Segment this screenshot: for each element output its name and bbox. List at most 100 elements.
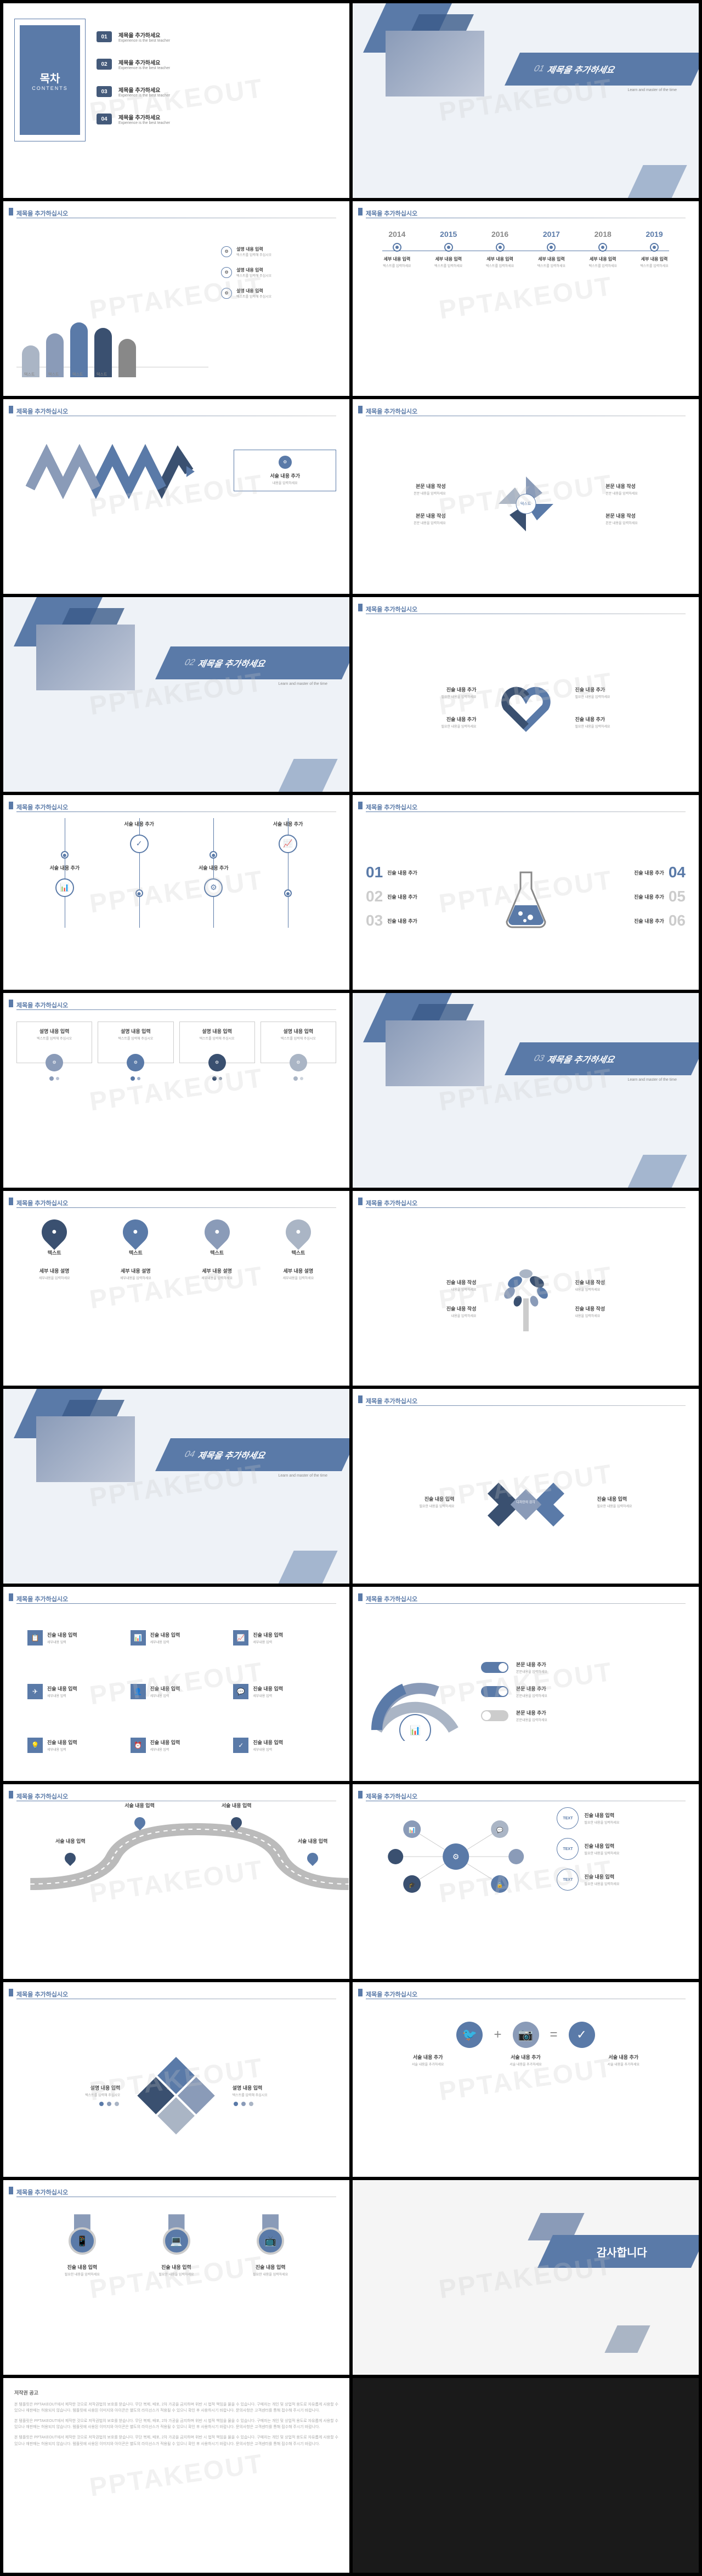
slide-medals: 제목을 추가하십시오 📱진술 내용 입력필요한 내용을 입력하세요💻진술 내용 … [3, 2180, 349, 2375]
map-pin: 서술 내용 입력 [134, 1817, 145, 1828]
flask-item: 03진술 내용 추가 [366, 912, 493, 929]
timeline-col: 2015세부 내용 입력텍스트를 입력하세요 [423, 230, 474, 268]
svg-text:📊: 📊 [410, 1725, 421, 1735]
medal-icon: 📱 [69, 2227, 96, 2255]
toc-items: 01제목을 추가하세요Experience is the best teache… [97, 31, 333, 140]
ribbon-cross: 디자인의 감각 [488, 1472, 564, 1532]
medal: 📺진술 내용 입력필요한 내용을 입력하세요 [227, 2214, 314, 2356]
copyright-title: 저작권 공고 [14, 2389, 338, 2397]
network-item: TEXT진술 내용 입력필요한 내용을 입력하세요 [557, 1807, 686, 1829]
timeline: 2014세부 내용 입력텍스트를 입력하세요2015세부 내용 입력텍스트를 입… [366, 224, 686, 274]
gear-icon: ⚙ [221, 246, 232, 257]
drop: ●텍스트 [179, 1219, 255, 1256]
svg-text:💬: 💬 [496, 1826, 503, 1834]
icon-grid-item: 💬진술 내용 입력세부내용 입력 [233, 1669, 325, 1715]
zigzag-shape [16, 444, 208, 499]
pin-icon [63, 1851, 78, 1866]
slide-pinwheel: 제목을 추가하십시오 본문 내용 작성 본문 내용을 입력하세요 본문 내용 작… [353, 399, 699, 594]
slide-cards4: 제목을 추가하십시오 설명 내용 입력텍스트를 입력해 주십시오⚙설명 내용 입… [3, 993, 349, 1188]
copyright-body: 본 템플릿은 PPTAKEOUT에서 제작한 것으로 저작권법의 보호를 받습니… [14, 2402, 338, 2414]
network-items: TEXT진술 내용 입력필요한 내용을 입력하세요TEXT진술 내용 입력필요한… [557, 1807, 686, 1971]
toggle[interactable] [481, 1710, 508, 1721]
grid-icon: 📈 [233, 1630, 248, 1646]
slide-vtimeline: 제목을 추가하십시오 📊서술 내용 추가●✓서술 내용 추가●⚙서술 내용 추가… [3, 795, 349, 990]
vtl-node-icon: 📈 [279, 835, 297, 853]
flask-item: 진술 내용 추가06 [559, 912, 686, 929]
legend-item: ⚙설명 내용 입력텍스트를 입력해 주십시오 [221, 246, 336, 257]
social-row: 🐦+📷=✓ [366, 2005, 686, 2048]
slide-arc: 제목을 추가하십시오 📊 본문 내용 추가본문내용을 입력하세요본문 내용 추가… [353, 1587, 699, 1781]
medal: 💻진술 내용 입력필요한 내용을 입력하세요 [133, 2214, 220, 2356]
slide-toc: 목차 CONTENTS 01제목을 추가하세요Experience is the… [3, 3, 349, 198]
card: 설명 내용 입력텍스트를 입력해 주십시오⚙ [98, 1022, 173, 1174]
svg-text:🎓: 🎓 [409, 1882, 415, 1888]
slide-section-01: 01 제목을 추가하세요 Learn and master of the tim… [353, 3, 699, 198]
grid-icon: ✓ [233, 1738, 248, 1753]
gear-icon: ⚙ [279, 456, 292, 469]
icon-grid-item: 📋진술 내용 입력세부내용 입력 [27, 1615, 120, 1661]
arc-chart: 📊 [366, 1670, 465, 1724]
slide-puzzle: 제목을 추가하십시오 설명 내용 입력 텍스트를 입력해 주십시오 설명 내용 … [3, 1982, 349, 2177]
legend-item: ⚙설명 내용 입력텍스트를 입력해 주십시오 [221, 267, 336, 278]
map-pin: 서술 내용 입력 [231, 1817, 242, 1828]
svg-text:⚙: ⚙ [452, 1852, 460, 1861]
grid-icon: 👤 [131, 1684, 146, 1699]
vtl-col: 📊서술 내용 추가● [27, 818, 102, 928]
section-title-bar: 01 제목을 추가하세요 [505, 53, 699, 86]
slide-zigzag: 제목을 추가하십시오 ⚙ 서술 내용 추가 내용을 입력하세요 PPTAKEOU… [3, 399, 349, 594]
toggle-row: 본문 내용 추가본문내용을 입력하세요 [481, 1709, 686, 1722]
timeline-col: 2019세부 내용 입력텍스트를 입력하세요 [629, 230, 680, 268]
medals-row: 📱진술 내용 입력필요한 내용을 입력하세요💻진술 내용 입력필요한 내용을 입… [16, 2203, 336, 2367]
flask-item: 01진술 내용 추가 [366, 864, 493, 881]
puzzle-shape [138, 2057, 215, 2134]
heart-shape [499, 683, 553, 732]
flask-icon [499, 867, 553, 933]
drop: ●텍스트 [261, 1219, 336, 1256]
card-icon: ⚙ [208, 1054, 226, 1071]
toc-box: 목차 CONTENTS [20, 25, 80, 135]
toggle[interactable] [481, 1686, 508, 1697]
vtl-node-icon: 📊 [55, 878, 74, 897]
slide-section-03: 03 제목을 추가하세요 Learn and master of the tim… [353, 993, 699, 1188]
toc-item: 03제목을 추가하세요Experience is the best teache… [97, 86, 333, 98]
medal-icon: 💻 [163, 2227, 190, 2255]
legend-item: ⚙설명 내용 입력텍스트를 입력해 주십시오 [221, 288, 336, 299]
toggle-row: 본문 내용 추가본문내용을 입력하세요 [481, 1661, 686, 1674]
grid-icon: 📊 [131, 1630, 146, 1646]
drop: ●텍스트 [98, 1219, 173, 1256]
vtl-col: ⚙서술 내용 추가● [177, 818, 251, 928]
slide-header: 제목을 추가하십시오 [16, 209, 68, 218]
pin-icon [132, 1815, 147, 1830]
drops-text-row: 세부 내용 설명세부내용을 입력하세요세부 내용 설명세부내용을 입력하세요세부… [16, 1262, 336, 1286]
slide-tree: 제목을 추가하십시오 진술 내용 작성 내용을 입력하세요 진술 내용 작성 내… [353, 1191, 699, 1386]
medal-icon: 📺 [257, 2227, 284, 2255]
grid-icon: 💡 [27, 1738, 43, 1753]
grid-icon: ✈ [27, 1684, 43, 1699]
grid-icon: ⏰ [131, 1738, 146, 1753]
map-pin: 서술 내용 입력 [65, 1853, 76, 1864]
slide-barchart: 제목을 추가하십시오 텍스트텍스트텍스트텍스트텍스트 ⚙설명 내용 입력텍스트를… [3, 201, 349, 396]
card: 설명 내용 입력텍스트를 입력해 주십시오⚙ [179, 1022, 255, 1174]
slide-grid: 목차 CONTENTS 01제목을 추가하세요Experience is the… [0, 0, 702, 2576]
drop: ●텍스트 [16, 1219, 92, 1256]
thankyou-bar: 감사합니다 [537, 2235, 699, 2268]
flask-left: 01진술 내용 추가02진술 내용 추가03진술 내용 추가 [366, 864, 493, 936]
map-pin: 서술 내용 입력 [307, 1853, 318, 1864]
svg-text:🔒: 🔒 [496, 1882, 503, 1888]
slide-flask: 제목을 추가하십시오 01진술 내용 추가02진술 내용 추가03진술 내용 추… [353, 795, 699, 990]
gear-icon: ⚙ [221, 288, 232, 299]
grid-icon: 📋 [27, 1630, 43, 1646]
icon-grid-item: 💡진술 내용 입력세부내용 입력 [27, 1722, 120, 1768]
toggle[interactable] [481, 1662, 508, 1673]
drop-icon: ● [52, 1227, 57, 1237]
icon-grid-item: ✓진술 내용 입력세부내용 입력 [233, 1722, 325, 1768]
slide-road: 제목을 추가하십시오 서술 내용 입력서술 내용 입력서술 내용 입력서술 내용… [3, 1784, 349, 1979]
vtl-node-icon: ✓ [130, 835, 149, 853]
flask-item: 진술 내용 추가04 [559, 864, 686, 881]
road-map: 서술 내용 입력서술 내용 입력서술 내용 입력서술 내용 입력 [16, 1807, 349, 1906]
icon-grid: 📋진술 내용 입력세부내용 입력📊진술 내용 입력세부내용 입력📈진술 내용 입… [16, 1610, 336, 1774]
timeline-col: 2016세부 내용 입력텍스트를 입력하세요 [474, 230, 526, 268]
flask-right: 진술 내용 추가04진술 내용 추가05진술 내용 추가06 [559, 864, 686, 936]
medal: 📱진술 내용 입력필요한 내용을 입력하세요 [38, 2214, 126, 2356]
drop-icon: ● [214, 1227, 220, 1237]
